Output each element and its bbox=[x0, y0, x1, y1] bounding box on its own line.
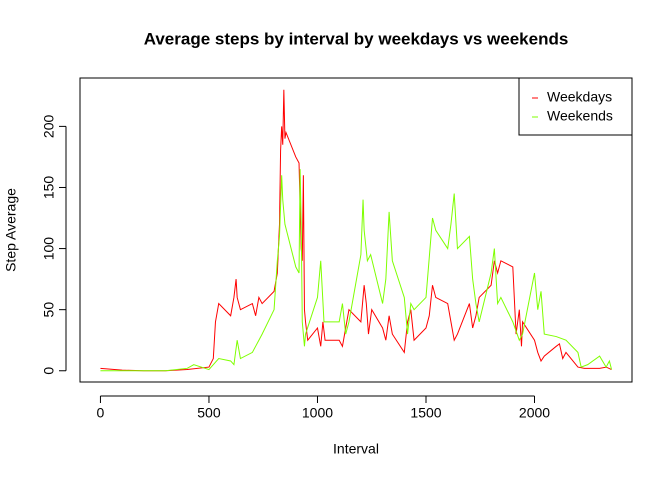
y-axis-label: Step Average bbox=[3, 188, 19, 272]
y-tick-label: 200 bbox=[41, 114, 57, 138]
legend-label: Weekdays bbox=[547, 89, 612, 105]
series-line bbox=[100, 89, 612, 372]
x-tick-label: 2000 bbox=[519, 405, 550, 421]
y-tick-label: 150 bbox=[41, 176, 57, 200]
y-tick-label: 50 bbox=[41, 302, 57, 318]
x-tick-label: 0 bbox=[97, 405, 105, 421]
x-axis-label: Interval bbox=[333, 441, 379, 457]
x-tick-label: 500 bbox=[197, 405, 221, 421]
y-tick-label: 0 bbox=[41, 367, 57, 375]
y-tick-label: 100 bbox=[41, 237, 57, 261]
chart-title: Average steps by interval by weekdays vs… bbox=[144, 29, 569, 48]
plot-frame bbox=[79, 77, 633, 383]
legend-label: Weekends bbox=[547, 108, 613, 124]
legend-box bbox=[518, 77, 633, 136]
series-line bbox=[100, 169, 613, 372]
x-tick-label: 1000 bbox=[302, 405, 333, 421]
x-tick-label: 1500 bbox=[410, 405, 441, 421]
